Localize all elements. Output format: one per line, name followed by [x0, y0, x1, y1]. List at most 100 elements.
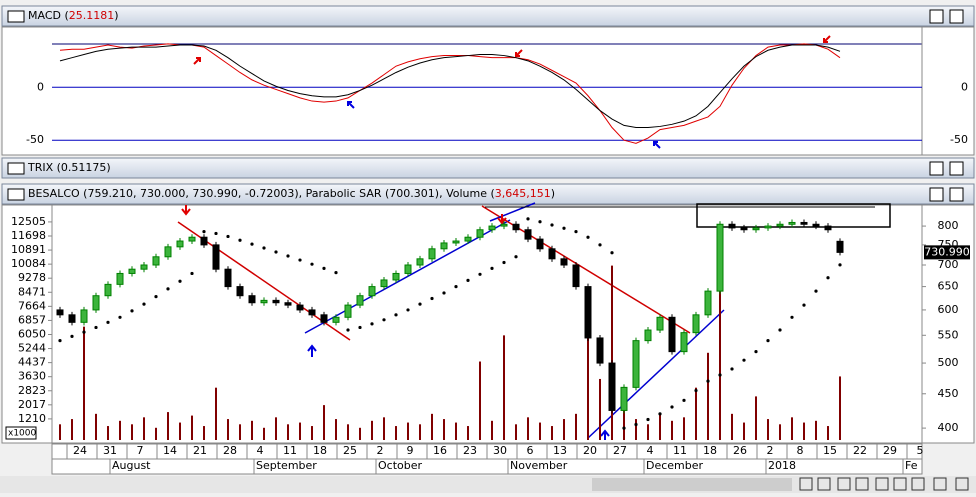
- sar-dot: [838, 263, 842, 267]
- volume-bar: [431, 413, 433, 440]
- arrow: [181, 205, 191, 216]
- candle-body: [452, 240, 460, 244]
- y-tick-label: 450: [938, 387, 959, 400]
- sar-dot: [682, 398, 686, 402]
- volume-bar: [803, 422, 805, 440]
- volume-bar: [119, 420, 121, 440]
- volume-bar: [287, 424, 289, 440]
- x-tick-label: 18: [703, 444, 717, 457]
- x-tick-label: 26: [733, 444, 747, 457]
- x-tick-label: 4: [647, 444, 654, 457]
- tool-button[interactable]: [875, 477, 889, 491]
- volume-bar: [443, 419, 445, 440]
- volume-bar: [527, 417, 529, 440]
- volume-bar: [491, 420, 493, 440]
- volume-bar: [311, 426, 313, 440]
- volume-tick-label: 1210: [18, 412, 46, 425]
- month-label: 2018: [768, 459, 796, 472]
- close-button[interactable]: [949, 187, 964, 202]
- volume-bar: [599, 378, 601, 440]
- tool-button[interactable]: [837, 477, 851, 491]
- sar-dot: [382, 318, 386, 322]
- y-tick-label: 0: [37, 80, 44, 93]
- volume-tick-label: 2823: [18, 384, 46, 397]
- candle-body: [524, 229, 532, 240]
- candle-body: [824, 225, 832, 231]
- sar-dot: [286, 254, 290, 258]
- candle-body: [560, 258, 568, 266]
- volume-bar: [551, 426, 553, 440]
- maximize-button[interactable]: [929, 9, 944, 24]
- sar-dot: [202, 229, 206, 234]
- scroll-thumb[interactable]: [592, 478, 792, 491]
- x-tick-label: 5: [917, 444, 924, 457]
- candle-body: [668, 316, 676, 353]
- candle-body: [380, 279, 388, 288]
- tool-button[interactable]: [911, 477, 925, 491]
- volume-bar: [575, 413, 577, 440]
- sar-dot: [142, 302, 146, 306]
- arrow: [497, 214, 507, 225]
- sar-dot: [622, 426, 626, 430]
- tool-button[interactable]: [933, 477, 947, 491]
- sar-dot: [262, 246, 266, 250]
- tool-button[interactable]: [955, 477, 969, 491]
- volume-tick-label: 11698: [11, 229, 46, 242]
- sar-dot: [394, 313, 398, 317]
- candle-body: [800, 221, 808, 225]
- volume-bar: [335, 419, 337, 440]
- candle-body: [548, 248, 556, 260]
- range-box: [696, 203, 891, 228]
- volume-tick-label: 7664: [18, 299, 46, 312]
- arrow: [823, 35, 831, 43]
- volume-bar: [659, 413, 661, 440]
- volume-bar: [191, 415, 193, 440]
- tool-button[interactable]: [893, 477, 907, 491]
- volume-bar: [107, 426, 109, 440]
- sar-dot: [406, 308, 410, 312]
- candle-body: [620, 386, 628, 411]
- volume-bar: [707, 352, 709, 440]
- sar-dot: [250, 242, 254, 246]
- sar-dot: [526, 217, 530, 221]
- last-price-label: 730.990: [924, 245, 970, 258]
- close-button[interactable]: [949, 9, 964, 24]
- x-tick-label: 30: [493, 444, 507, 457]
- sar-dot: [310, 262, 314, 266]
- sar-dot: [466, 278, 470, 282]
- volume-bar: [131, 424, 133, 440]
- sar-dot: [634, 422, 638, 427]
- panel-header: [1, 5, 975, 27]
- volume-bar: [587, 300, 589, 440]
- tool-button[interactable]: [817, 477, 831, 491]
- sar-dot: [130, 309, 134, 313]
- sar-dot: [226, 234, 230, 239]
- panel-header: [1, 183, 975, 205]
- candle-body: [812, 223, 820, 227]
- x-tick-label: 20: [583, 444, 597, 457]
- candle-body: [752, 227, 760, 231]
- candle-body: [836, 240, 844, 253]
- maximize-button[interactable]: [929, 161, 944, 176]
- candle-body: [164, 246, 172, 258]
- x-tick-label: 23: [463, 444, 477, 457]
- sar-dot: [790, 315, 794, 319]
- candle-body: [740, 227, 748, 231]
- candle-body: [128, 268, 136, 274]
- volume-bar: [839, 376, 841, 440]
- volume-bar: [683, 417, 685, 440]
- maximize-button[interactable]: [929, 187, 944, 202]
- tool-button[interactable]: [799, 477, 813, 491]
- month-label: December: [646, 459, 704, 472]
- volume-bar: [539, 422, 541, 440]
- volume-tick-label: 6050: [18, 327, 46, 340]
- last-price-box: [924, 245, 970, 260]
- sar-dot: [118, 315, 122, 319]
- month-label: November: [510, 459, 568, 472]
- sar-dot: [802, 303, 806, 307]
- volume-bar: [419, 424, 421, 440]
- close-button[interactable]: [949, 161, 964, 176]
- sar-dot: [370, 322, 374, 326]
- tool-button[interactable]: [855, 477, 869, 491]
